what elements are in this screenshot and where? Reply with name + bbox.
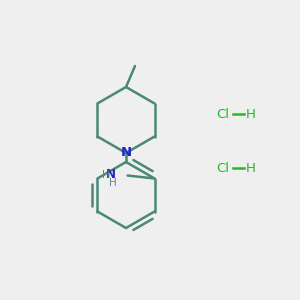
Text: N: N [120, 146, 132, 160]
Text: H: H [246, 161, 256, 175]
Text: H: H [102, 169, 110, 180]
Text: H: H [109, 178, 117, 188]
Text: Cl: Cl [216, 161, 229, 175]
Text: Cl: Cl [216, 107, 229, 121]
Text: H: H [246, 107, 256, 121]
Text: N: N [106, 168, 116, 181]
